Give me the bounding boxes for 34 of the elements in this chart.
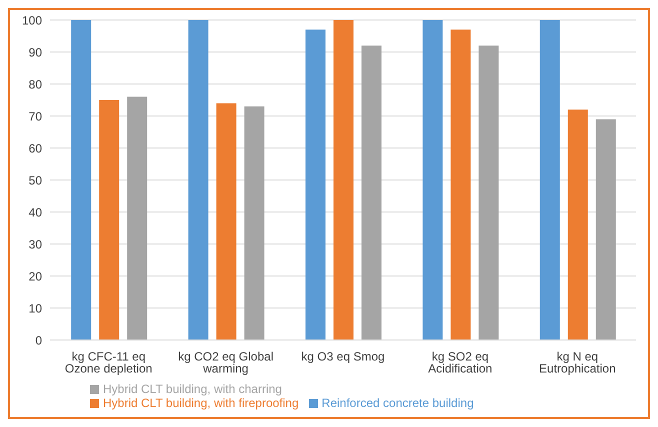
y-tick-label: 10: [28, 301, 42, 316]
y-tick-label: 60: [28, 141, 42, 156]
y-tick-label: 90: [28, 45, 42, 60]
legend-label: Hybrid CLT building, with charring: [103, 382, 282, 396]
x-tick-label: kg SO2 eq Acidification: [428, 350, 492, 376]
y-tick-label: 20: [28, 269, 42, 284]
x-tick-label: kg N eq Eutrophication: [539, 350, 616, 376]
bar: [99, 100, 120, 340]
bar: [71, 20, 92, 340]
x-tick-label: kg CFC-11 eq Ozone depletion: [64, 350, 152, 376]
legend-label: Hybrid CLT building, with fireproofing: [103, 396, 299, 410]
bar: [244, 106, 264, 340]
bar: [568, 110, 588, 340]
y-tick-label: 30: [28, 237, 42, 252]
y-tick-label: 40: [28, 205, 42, 220]
bar: [216, 103, 236, 340]
bar: [127, 96, 148, 340]
y-tick-label: 80: [28, 77, 42, 92]
bar: [478, 46, 499, 340]
bar: [305, 30, 326, 340]
y-tick-label: 100: [22, 13, 42, 28]
legend-label: Reinforced concrete building: [322, 396, 474, 410]
y-tick-label: 50: [28, 173, 42, 188]
y-tick-label: 0: [35, 333, 42, 348]
x-tick-label: kg O3 eq Smog: [301, 350, 385, 364]
bar: [333, 20, 354, 340]
bar: [540, 20, 560, 340]
bar: [361, 46, 382, 340]
x-tick-label: kg CO2 eq Global warming: [178, 350, 274, 376]
bar: [188, 20, 208, 340]
y-tick-label: 70: [28, 109, 42, 124]
bar: [596, 119, 616, 340]
bar: [450, 30, 471, 340]
bar: [422, 20, 443, 340]
